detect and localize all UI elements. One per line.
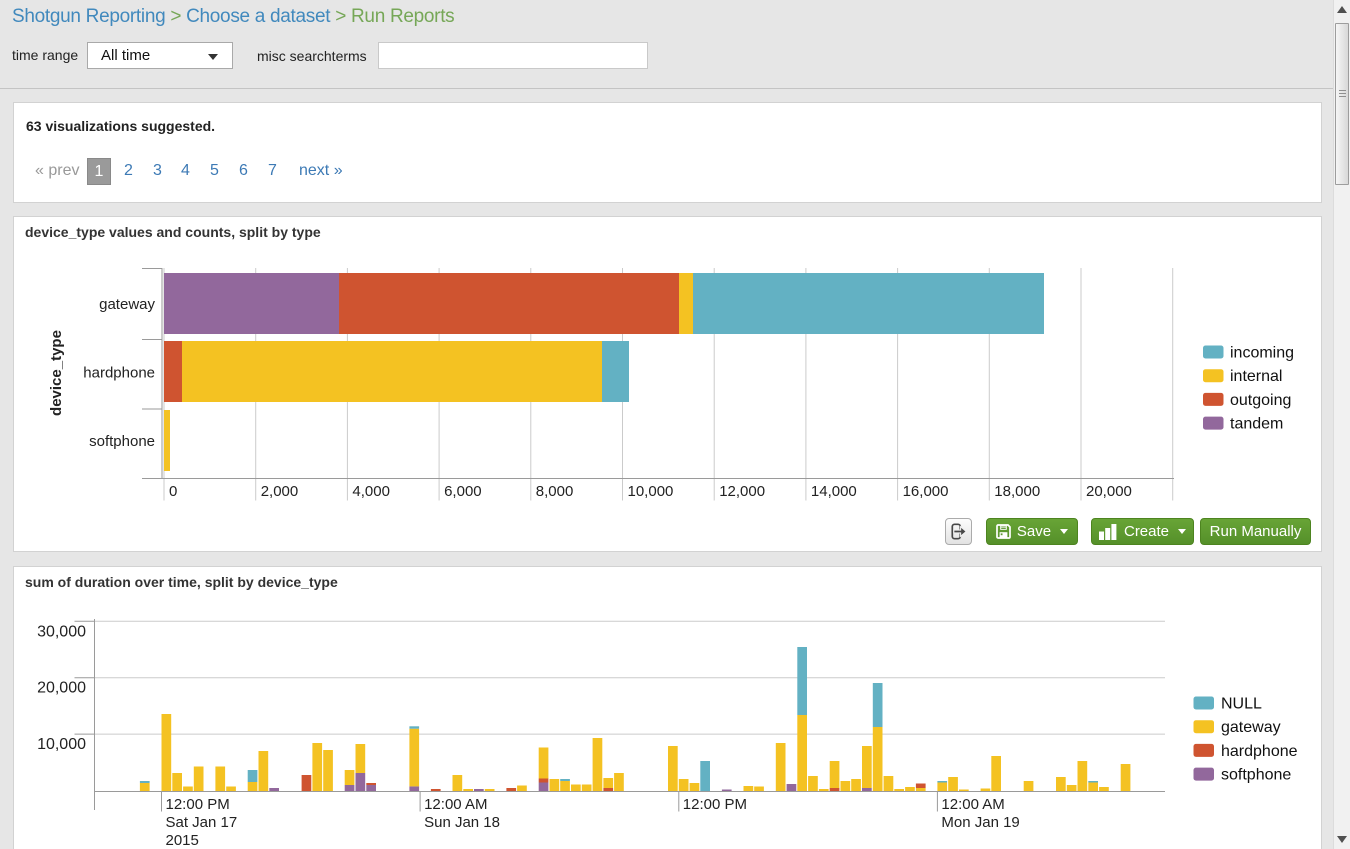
svg-text:2,000: 2,000	[261, 483, 299, 500]
svg-text:6,000: 6,000	[444, 483, 482, 500]
svg-text:gateway: gateway	[1221, 719, 1281, 736]
svg-text:12:00 AM: 12:00 AM	[424, 796, 487, 813]
svg-text:30,000: 30,000	[37, 623, 86, 640]
svg-text:internal: internal	[1230, 368, 1282, 385]
svg-text:hardphone: hardphone	[83, 365, 155, 382]
svg-text:gateway: gateway	[99, 296, 155, 313]
svg-text:12:00 PM: 12:00 PM	[683, 796, 747, 813]
svg-text:hardphone: hardphone	[1221, 743, 1298, 760]
svg-text:device_type: device_type	[48, 330, 65, 416]
svg-text:20,000: 20,000	[1086, 483, 1132, 500]
svg-text:8,000: 8,000	[536, 483, 574, 500]
svg-text:tandem: tandem	[1230, 416, 1283, 433]
svg-text:softphone: softphone	[1221, 767, 1291, 784]
svg-text:Mon Jan 19: Mon Jan 19	[941, 814, 1019, 831]
svg-text:Sat Jan 17: Sat Jan 17	[166, 814, 238, 831]
svg-text:NULL: NULL	[1221, 696, 1262, 713]
svg-text:10,000: 10,000	[628, 483, 674, 500]
svg-text:12:00 PM: 12:00 PM	[166, 796, 230, 813]
svg-text:16,000: 16,000	[903, 483, 949, 500]
svg-text:outgoing: outgoing	[1230, 392, 1291, 409]
svg-text:incoming: incoming	[1230, 345, 1294, 362]
svg-text:18,000: 18,000	[994, 483, 1040, 500]
svg-text:10,000: 10,000	[37, 736, 86, 753]
svg-text:4,000: 4,000	[352, 483, 390, 500]
svg-text:softphone: softphone	[89, 433, 155, 450]
svg-text:2015: 2015	[166, 832, 199, 849]
svg-text:20,000: 20,000	[37, 680, 86, 697]
svg-text:14,000: 14,000	[811, 483, 857, 500]
svg-text:0: 0	[169, 483, 177, 500]
svg-text:12:00 AM: 12:00 AM	[941, 796, 1004, 813]
svg-text:12,000: 12,000	[719, 483, 765, 500]
svg-text:Sun Jan 18: Sun Jan 18	[424, 814, 500, 831]
